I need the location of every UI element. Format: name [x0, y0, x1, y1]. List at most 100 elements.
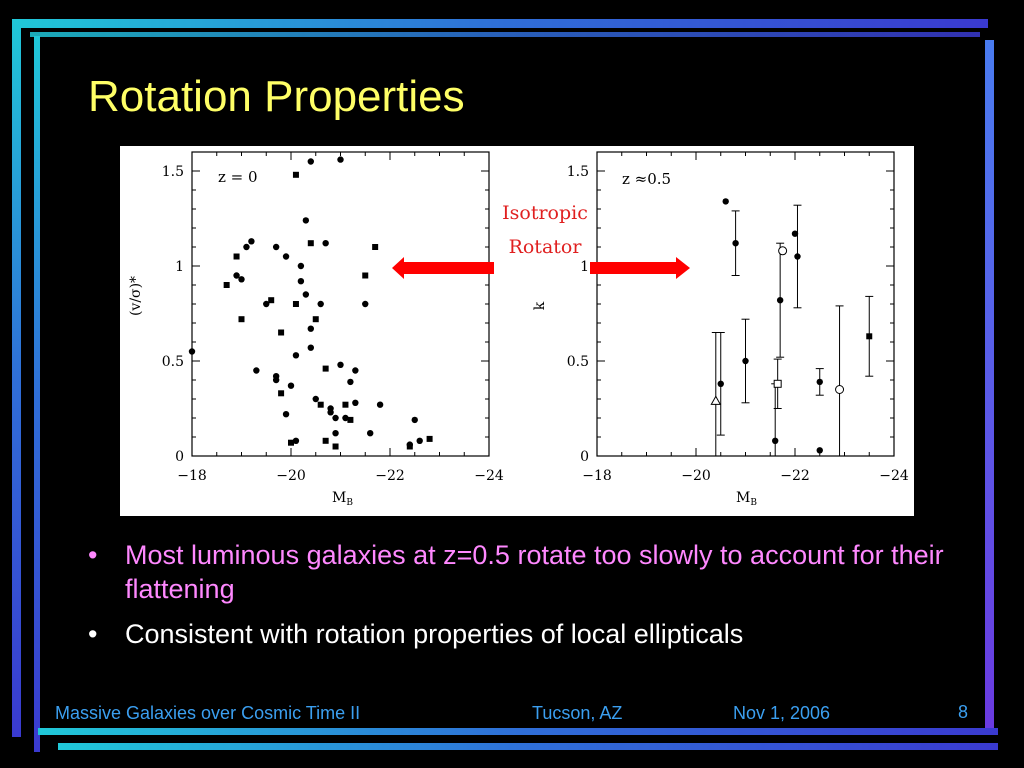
data-point [722, 198, 729, 205]
data-point [312, 316, 319, 323]
data-point [307, 158, 314, 165]
y-tick-label: 1.5 [567, 164, 589, 180]
data-point [238, 316, 245, 323]
data-point [342, 414, 349, 422]
right-xlabel-sub: B [750, 498, 757, 508]
isotropic-rotator-annotation: Isotropic Rotator [392, 202, 690, 279]
footer-location: Tucson, AZ [532, 703, 623, 723]
right-ylabel: k [532, 301, 548, 310]
x-tick-label: −24 [474, 468, 504, 484]
y-tick-label: 1 [580, 259, 589, 275]
x-tick-label: −20 [681, 468, 711, 484]
x-tick-label: −18 [582, 468, 612, 484]
data-point [742, 357, 749, 365]
footer-event: Massive Galaxies over Cosmic Time II [55, 703, 361, 723]
data-point [282, 253, 290, 260]
data-point [367, 430, 374, 437]
left-points [188, 156, 433, 450]
data-point [347, 416, 354, 423]
data-point [288, 439, 294, 446]
data-point [337, 156, 344, 163]
annotation-line2: Rotator [509, 236, 583, 258]
footer-date: Nov 1, 2006 [733, 703, 831, 723]
data-point [332, 430, 339, 437]
left-xlabel-sub: B [346, 498, 353, 508]
data-point [816, 378, 823, 386]
data-point [322, 437, 329, 444]
data-point [816, 447, 823, 454]
y-tick-label: 0.5 [162, 354, 184, 370]
bullet-list: • Most luminous galaxies at z=0.5 rotate … [88, 538, 948, 662]
data-point [342, 401, 349, 408]
data-point [362, 272, 369, 279]
data-point [188, 348, 196, 355]
left-arrow-icon [392, 257, 494, 279]
data-point [416, 437, 423, 444]
left-plot-frame [191, 151, 490, 457]
data-point [272, 376, 280, 384]
frame-left-line-inner [34, 36, 40, 752]
data-point [347, 378, 354, 386]
y-tick-label: 0 [580, 449, 589, 465]
data-point [332, 443, 339, 450]
left-ticks: −18 −20 −22 −24 0 0.5 1 1.5 [162, 151, 504, 484]
frame-bottom-line [38, 728, 998, 735]
data-point [307, 344, 314, 351]
page-number: 8 [958, 702, 969, 722]
bullet-text: Consistent with rotation properties of l… [125, 619, 744, 649]
right-plot-frame [596, 151, 895, 457]
data-point [372, 244, 379, 250]
data-point [778, 246, 788, 256]
data-point [223, 282, 230, 288]
data-point [717, 380, 724, 387]
data-point [292, 171, 299, 178]
data-point [327, 405, 334, 412]
data-point [772, 437, 779, 444]
x-tick-label: −22 [780, 468, 810, 484]
data-point [307, 240, 314, 247]
right-arrow-icon [590, 257, 690, 279]
data-point [272, 243, 280, 251]
data-point [268, 297, 275, 304]
right-xlabel-main: M [736, 490, 750, 506]
y-tick-label: 0 [175, 449, 184, 465]
y-tick-label: 0.5 [567, 354, 589, 370]
left-xlabel-main: M [332, 490, 346, 506]
data-point [362, 300, 369, 308]
data-point [292, 352, 300, 359]
data-point [243, 243, 250, 251]
frame-top-line-inner [30, 32, 980, 37]
data-point [426, 435, 433, 442]
data-point [238, 276, 245, 283]
data-point [406, 443, 413, 450]
frame-bottom-line-inner [58, 743, 998, 750]
right-panel-label: z ≈0.5 [622, 170, 671, 188]
x-tick-label: −22 [375, 468, 405, 484]
data-point [791, 230, 799, 237]
data-point [337, 361, 344, 368]
data-point [332, 414, 339, 422]
right-xlabel: MB [736, 490, 757, 508]
bullet-text: Most luminous galaxies at z=0.5 rotate t… [125, 540, 944, 604]
data-point [317, 300, 324, 308]
x-tick-label: −20 [276, 468, 306, 484]
frame-left-line [12, 19, 21, 737]
chart-right: −18 −20 −22 −24 0 0.5 1 1.5 z ≈0.5 k MB [532, 151, 909, 508]
chart-left: −18 −20 −22 −24 0 0.5 1 1.5 z = 0 (v/σ)* MB [128, 151, 504, 508]
data-point [278, 390, 285, 397]
data-point [248, 238, 255, 245]
frame-right-line [985, 40, 994, 730]
data-point [287, 382, 295, 389]
data-point [263, 300, 270, 308]
right-points [710, 198, 874, 457]
data-point [253, 367, 260, 374]
data-point [376, 401, 384, 408]
y-tick-label: 1.5 [162, 164, 184, 180]
data-point [794, 253, 801, 260]
frame-top-line [12, 19, 988, 28]
data-point [292, 437, 300, 444]
data-point [866, 333, 873, 340]
data-point [233, 272, 240, 279]
left-ylabel: (v/σ)* [128, 276, 144, 316]
bullet-glyph: • [88, 619, 98, 649]
